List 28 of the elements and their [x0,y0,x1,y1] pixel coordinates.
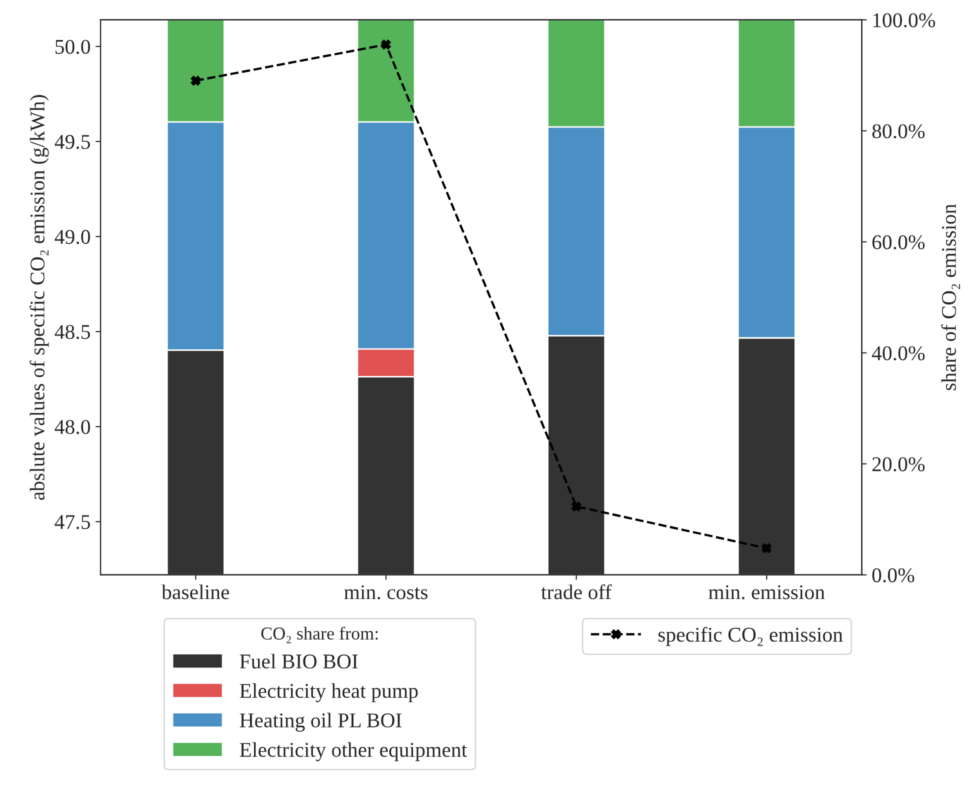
y-tick-label: 47.5 [54,515,90,530]
y2-tick-label: 60.0% [872,235,925,250]
legend-label: Fuel BIO BOI [240,654,358,668]
legend-label: specific CO₂ emission [658,626,843,646]
y2-tick-label: 100.0% [873,13,936,28]
y2-tick-label: 0.0% [872,568,914,582]
point [381,40,391,50]
legend-label: Heating oil PL BOI [240,712,402,732]
x-tick-label: baseline [162,584,230,600]
y-tick-label: 50.0 [56,40,90,54]
legend-title: CO₂ share from: [261,626,378,644]
x-tick-label: min. costs [344,585,428,600]
y-tick-label: 48.5 [54,324,90,340]
y-tick-label: 49.5 [54,134,90,150]
y-axis-title: abslute values of specific CO₂ emission (g/kWh) [30,95,49,500]
y2-tick-label: 80.0% [872,124,925,138]
y2-tick-label: 40.0% [872,346,925,360]
x-tick-label: min. emission [708,585,825,600]
y2-axis-title: share of CO₂ emission [941,204,960,390]
legend-label: Electricity heat pump [240,683,418,702]
point [762,543,772,554]
y-tick-label: 48.0 [54,420,90,434]
x-tick-label: trade off [541,584,612,600]
y2-tick-label: 20.0% [872,457,925,472]
legend-label: Electricity other equipment [240,742,468,762]
point [190,76,201,86]
point [571,502,582,512]
y-tick-label: 49.0 [54,230,90,244]
